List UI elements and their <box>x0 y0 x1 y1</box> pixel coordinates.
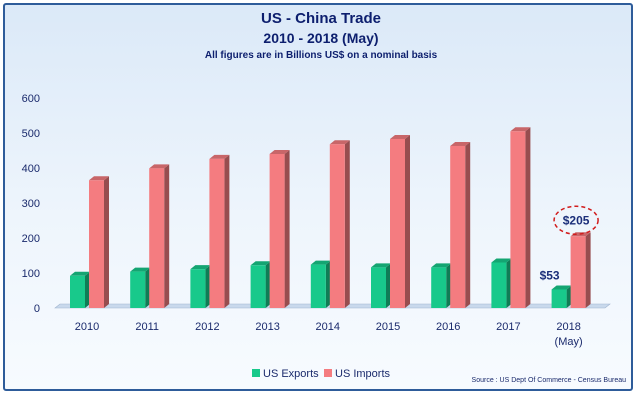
x-tick-label: 2011 <box>135 321 159 333</box>
legend-swatch <box>324 369 332 377</box>
import-bar <box>89 176 109 308</box>
data-label: $205 <box>563 213 590 227</box>
y-tick-label: 600 <box>22 93 40 105</box>
export-bar <box>310 260 331 308</box>
export-bar <box>250 261 271 308</box>
x-tick-label: 2018 <box>556 321 580 333</box>
chart-note: All figures are in Billions US$ on a nom… <box>204 50 438 61</box>
data-label: $53 <box>540 268 560 282</box>
chart-title: US - China Trade <box>260 10 382 27</box>
x-tick-label: 2013 <box>255 321 279 333</box>
export-bar <box>70 271 90 308</box>
y-tick-label: 200 <box>22 233 40 245</box>
y-tick-label: 0 <box>34 303 40 315</box>
y-tick-label: 400 <box>22 163 40 175</box>
x-tick-label: 2017 <box>496 321 520 333</box>
x-tick-label: 2010 <box>75 321 99 333</box>
import-bar <box>510 127 531 308</box>
legend-label: US Exports <box>263 368 319 380</box>
y-tick-label: 300 <box>22 198 40 210</box>
x-tick-label: 2012 <box>195 321 219 333</box>
y-tick-label: 500 <box>22 128 40 140</box>
export-bar <box>431 263 452 308</box>
chart-subtitle: 2010 - 2018 (May) <box>263 30 379 46</box>
import-bar <box>149 164 170 308</box>
import-bar <box>329 140 350 308</box>
import-bar <box>209 154 230 308</box>
import-bar <box>450 141 471 308</box>
export-bar <box>551 285 572 308</box>
export-bar <box>130 267 151 308</box>
legend-swatch <box>252 369 260 377</box>
x-tick-label: (May) <box>555 336 583 348</box>
import-bar <box>570 232 591 308</box>
x-tick-label: 2015 <box>376 321 400 333</box>
export-bar <box>491 258 512 308</box>
source-note: Source : US Dept Of Commerce - Census Bu… <box>472 377 627 384</box>
import-bar <box>269 150 290 308</box>
x-tick-label: 2014 <box>316 321 340 333</box>
import-bar <box>390 134 410 308</box>
legend-label: US Imports <box>335 368 391 380</box>
y-tick-label: 100 <box>22 268 40 280</box>
export-bar <box>190 265 211 308</box>
x-tick-label: 2016 <box>436 321 460 333</box>
export-bar <box>371 263 391 308</box>
highlight-circle <box>553 205 599 235</box>
